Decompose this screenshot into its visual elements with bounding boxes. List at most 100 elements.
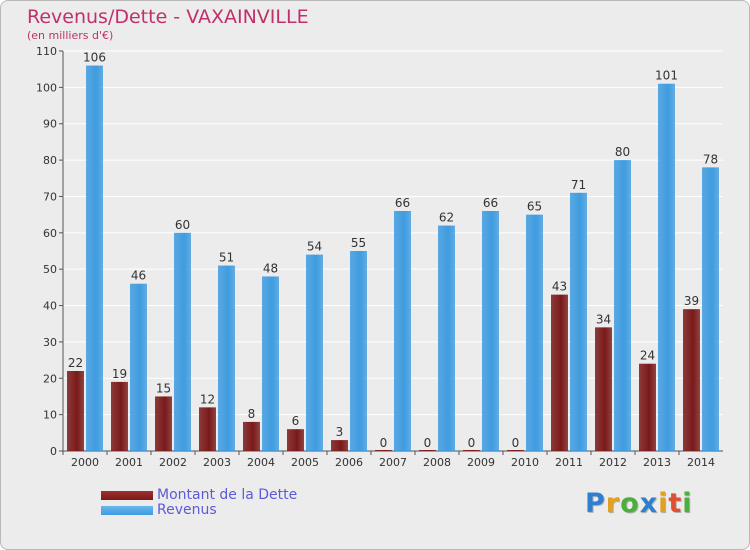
data-label-dette: 22 — [68, 356, 83, 370]
bar-dette — [551, 294, 568, 451]
data-label-dette: 0 — [424, 436, 432, 450]
y-tick-label: 100 — [36, 81, 57, 94]
data-label-revenus: 62 — [439, 211, 454, 225]
logo-letter: o — [620, 488, 640, 519]
bar-dette — [595, 327, 612, 451]
data-labels: 2210619461560125184865435506606206606543… — [68, 51, 718, 450]
legend-label-revenus: Revenus — [157, 502, 217, 518]
bar-revenus — [174, 232, 191, 451]
bar-dette — [243, 421, 260, 451]
x-tick-label: 2007 — [379, 456, 407, 469]
bars — [67, 65, 719, 452]
logo-letter: r — [605, 488, 621, 519]
y-tick-label: 50 — [43, 263, 57, 276]
data-label-dette: 0 — [512, 436, 520, 450]
bar-dette — [639, 363, 656, 451]
grid-lines — [63, 50, 723, 452]
bar-revenus — [526, 214, 543, 451]
x-tick-label: 2013 — [643, 456, 671, 469]
data-label-dette: 19 — [112, 367, 127, 381]
data-label-revenus: 78 — [703, 152, 718, 166]
data-label-dette: 34 — [596, 312, 611, 326]
data-label-revenus: 60 — [175, 218, 190, 232]
x-tick-label: 2005 — [291, 456, 319, 469]
data-label-revenus: 71 — [571, 178, 586, 192]
bar-dette — [375, 450, 392, 451]
data-label-revenus: 46 — [131, 269, 146, 283]
data-label-revenus: 51 — [219, 251, 234, 265]
proxiti-logo: Proxiti — [585, 488, 693, 519]
legend-swatch-revenus — [101, 506, 153, 515]
bar-revenus — [350, 251, 367, 451]
data-label-dette: 15 — [156, 381, 171, 395]
logo-letter: i — [658, 488, 669, 519]
x-tick-label: 2006 — [335, 456, 363, 469]
logo-letter: x — [639, 488, 659, 519]
legend-label-dette: Montant de la Dette — [157, 487, 298, 503]
x-tick-label: 2002 — [159, 456, 187, 469]
bar-revenus — [658, 83, 675, 452]
bar-revenus — [394, 211, 411, 451]
data-label-dette: 6 — [292, 414, 300, 428]
data-label-dette: 43 — [552, 280, 567, 294]
bar-revenus — [86, 65, 103, 451]
x-tick-label: 2001 — [115, 456, 143, 469]
y-tick-label: 20 — [43, 372, 57, 385]
bar-dette — [683, 309, 700, 451]
bar-dette — [463, 450, 480, 451]
y-tick-label: 10 — [43, 409, 57, 422]
logo-letter: i — [682, 488, 693, 519]
x-tick-label: 2014 — [687, 456, 715, 469]
data-label-revenus: 66 — [395, 196, 410, 210]
data-label-dette: 0 — [468, 436, 476, 450]
logo-letter: P — [585, 488, 606, 519]
bar-revenus — [614, 160, 631, 451]
y-tick-label: 110 — [36, 45, 57, 58]
y-tick-label: 40 — [43, 300, 57, 313]
bar-dette — [331, 440, 348, 451]
logo-letter: t — [668, 488, 683, 519]
bar-revenus — [570, 192, 587, 451]
x-tick-label: 2004 — [247, 456, 275, 469]
y-tick-label: 70 — [43, 190, 57, 203]
data-label-dette: 3 — [336, 425, 344, 439]
bar-revenus — [306, 254, 323, 451]
bar-revenus — [438, 225, 455, 451]
data-label-revenus: 66 — [483, 196, 498, 210]
x-tick-label: 2008 — [423, 456, 451, 469]
data-label-revenus: 106 — [83, 51, 106, 65]
data-label-revenus: 101 — [655, 69, 678, 83]
x-tick-label: 2012 — [599, 456, 627, 469]
bar-revenus — [218, 265, 235, 451]
y-tick-label: 30 — [43, 336, 57, 349]
data-label-dette: 24 — [640, 349, 655, 363]
bar-revenus — [482, 211, 499, 451]
data-label-dette: 39 — [684, 294, 699, 308]
data-label-revenus: 80 — [615, 145, 630, 159]
y-tick-label: 80 — [43, 154, 57, 167]
bar-revenus — [702, 167, 719, 451]
bar-dette — [287, 429, 304, 451]
bar-dette — [199, 407, 216, 451]
data-label-dette: 0 — [380, 436, 388, 450]
bar-dette — [155, 396, 172, 451]
data-label-revenus: 54 — [307, 240, 322, 254]
y-tick-label: 90 — [43, 118, 57, 131]
x-tick-label: 2000 — [71, 456, 99, 469]
bar-dette — [507, 450, 524, 451]
y-tick-label: 60 — [43, 227, 57, 240]
data-label-dette: 8 — [248, 407, 256, 421]
data-label-revenus: 65 — [527, 200, 542, 214]
bar-dette — [67, 371, 84, 451]
bar-dette — [111, 381, 128, 451]
legend-swatch-dette — [101, 491, 153, 500]
data-label-revenus: 48 — [263, 261, 278, 275]
y-tick-label: 0 — [50, 445, 57, 458]
data-label-dette: 12 — [200, 392, 215, 406]
x-tick-label: 2010 — [511, 456, 539, 469]
x-tick-label: 2009 — [467, 456, 495, 469]
bar-dette — [419, 450, 436, 451]
